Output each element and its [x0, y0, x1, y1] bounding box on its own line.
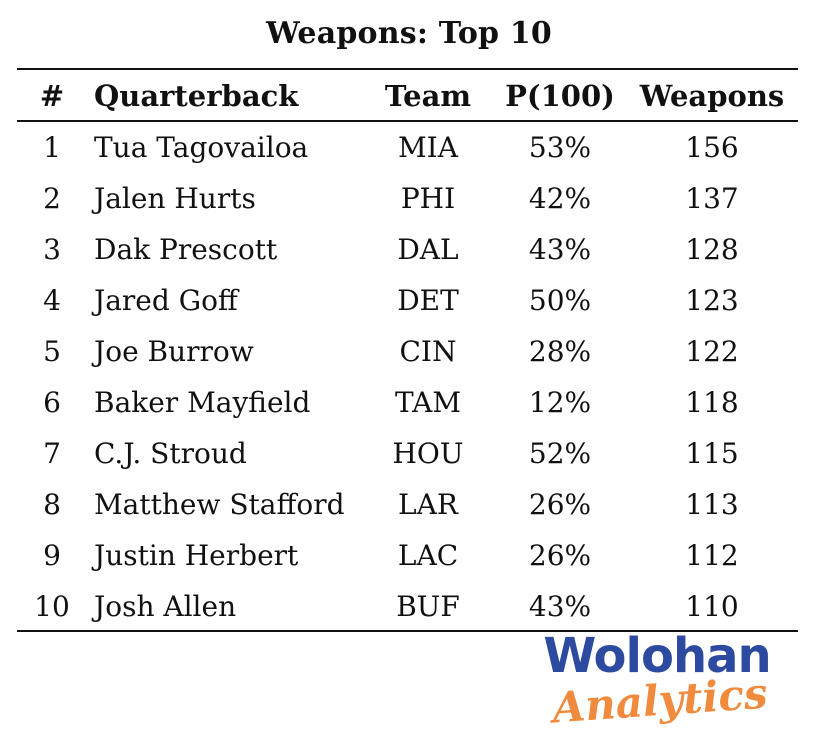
table-row: 7 C.J. Stroud HOU 52% 115: [0, 434, 818, 474]
cell-team: CIN: [399, 335, 457, 368]
cell-team: MIA: [398, 131, 458, 164]
table-row: 6 Baker Mayfield TAM 12% 118: [0, 383, 818, 423]
cell-team: LAC: [397, 539, 459, 572]
cell-quarterback: Jared Goff: [94, 284, 238, 317]
table-row: 4 Jared Goff DET 50% 123: [0, 281, 818, 321]
cell-quarterback: Josh Allen: [94, 590, 237, 623]
cell-team: BUF: [396, 590, 460, 623]
cell-p100: 42%: [528, 182, 592, 215]
cell-rank: 1: [43, 131, 61, 164]
wolohan-analytics-logo: Wolohan Analytics: [520, 628, 810, 732]
table-row: 5 Joe Burrow CIN 28% 122: [0, 332, 818, 372]
cell-quarterback: Joe Burrow: [94, 335, 254, 368]
table-row: 3 Dak Prescott DAL 43% 128: [0, 230, 818, 270]
cell-rank: 6: [43, 386, 61, 419]
cell-weapons: 137: [685, 182, 739, 215]
cell-weapons: 118: [685, 386, 739, 419]
cell-weapons: 128: [685, 233, 739, 266]
cell-team: HOU: [392, 437, 464, 470]
cell-quarterback: C.J. Stroud: [94, 437, 247, 470]
header-p100: P(100): [505, 79, 615, 113]
cell-quarterback: Justin Herbert: [94, 539, 299, 572]
cell-rank: 2: [43, 182, 61, 215]
top-rule: [17, 68, 798, 70]
header-rule: [17, 120, 798, 122]
table-row: 9 Justin Herbert LAC 26% 112: [0, 536, 818, 576]
cell-weapons: 112: [685, 539, 739, 572]
cell-quarterback: Matthew Stafford: [94, 488, 345, 521]
cell-rank: 4: [43, 284, 61, 317]
cell-quarterback: Baker Mayfield: [94, 386, 311, 419]
cell-quarterback: Tua Tagovailoa: [94, 131, 309, 164]
table-row: 1 Tua Tagovailoa MIA 53% 156: [0, 128, 818, 168]
cell-rank: 5: [43, 335, 61, 368]
cell-p100: 52%: [528, 437, 592, 470]
cell-weapons: 113: [685, 488, 739, 521]
cell-weapons: 115: [685, 437, 739, 470]
cell-team: DAL: [397, 233, 459, 266]
cell-p100: 53%: [528, 131, 592, 164]
cell-p100: 26%: [528, 488, 592, 521]
header-weapons: Weapons: [639, 79, 785, 113]
table-title: Weapons: Top 10: [265, 16, 553, 51]
cell-quarterback: Jalen Hurts: [94, 182, 256, 215]
cell-weapons: 123: [685, 284, 739, 317]
cell-team: LAR: [398, 488, 458, 521]
cell-p100: 43%: [528, 233, 592, 266]
cell-team: DET: [397, 284, 459, 317]
cell-rank: 8: [43, 488, 61, 521]
cell-rank: 7: [43, 437, 61, 470]
cell-p100: 50%: [528, 284, 592, 317]
cell-p100: 43%: [528, 590, 592, 623]
cell-team: TAM: [394, 386, 462, 419]
header-team: Team: [384, 79, 472, 113]
table-header: # Quarterback Team P(100) Weapons: [0, 76, 818, 116]
logo-wordmark-wolohan: Wolohan: [543, 628, 771, 684]
bottom-rule: [17, 630, 798, 632]
table-row: 8 Matthew Stafford LAR 26% 113: [0, 485, 818, 525]
cell-p100: 26%: [528, 539, 592, 572]
cell-p100: 28%: [528, 335, 592, 368]
cell-weapons: 122: [685, 335, 739, 368]
cell-team: PHI: [400, 182, 456, 215]
cell-weapons: 110: [685, 590, 739, 623]
cell-rank: 10: [34, 590, 70, 623]
cell-rank: 3: [43, 233, 61, 266]
cell-weapons: 156: [685, 131, 739, 164]
header-rank: #: [39, 79, 65, 113]
cell-quarterback: Dak Prescott: [94, 233, 278, 266]
table-row: 2 Jalen Hurts PHI 42% 137: [0, 179, 818, 219]
header-quarterback: Quarterback: [94, 79, 299, 113]
cell-p100: 12%: [528, 386, 592, 419]
table-row: 10 Josh Allen BUF 43% 110: [0, 587, 818, 627]
cell-rank: 9: [43, 539, 61, 572]
